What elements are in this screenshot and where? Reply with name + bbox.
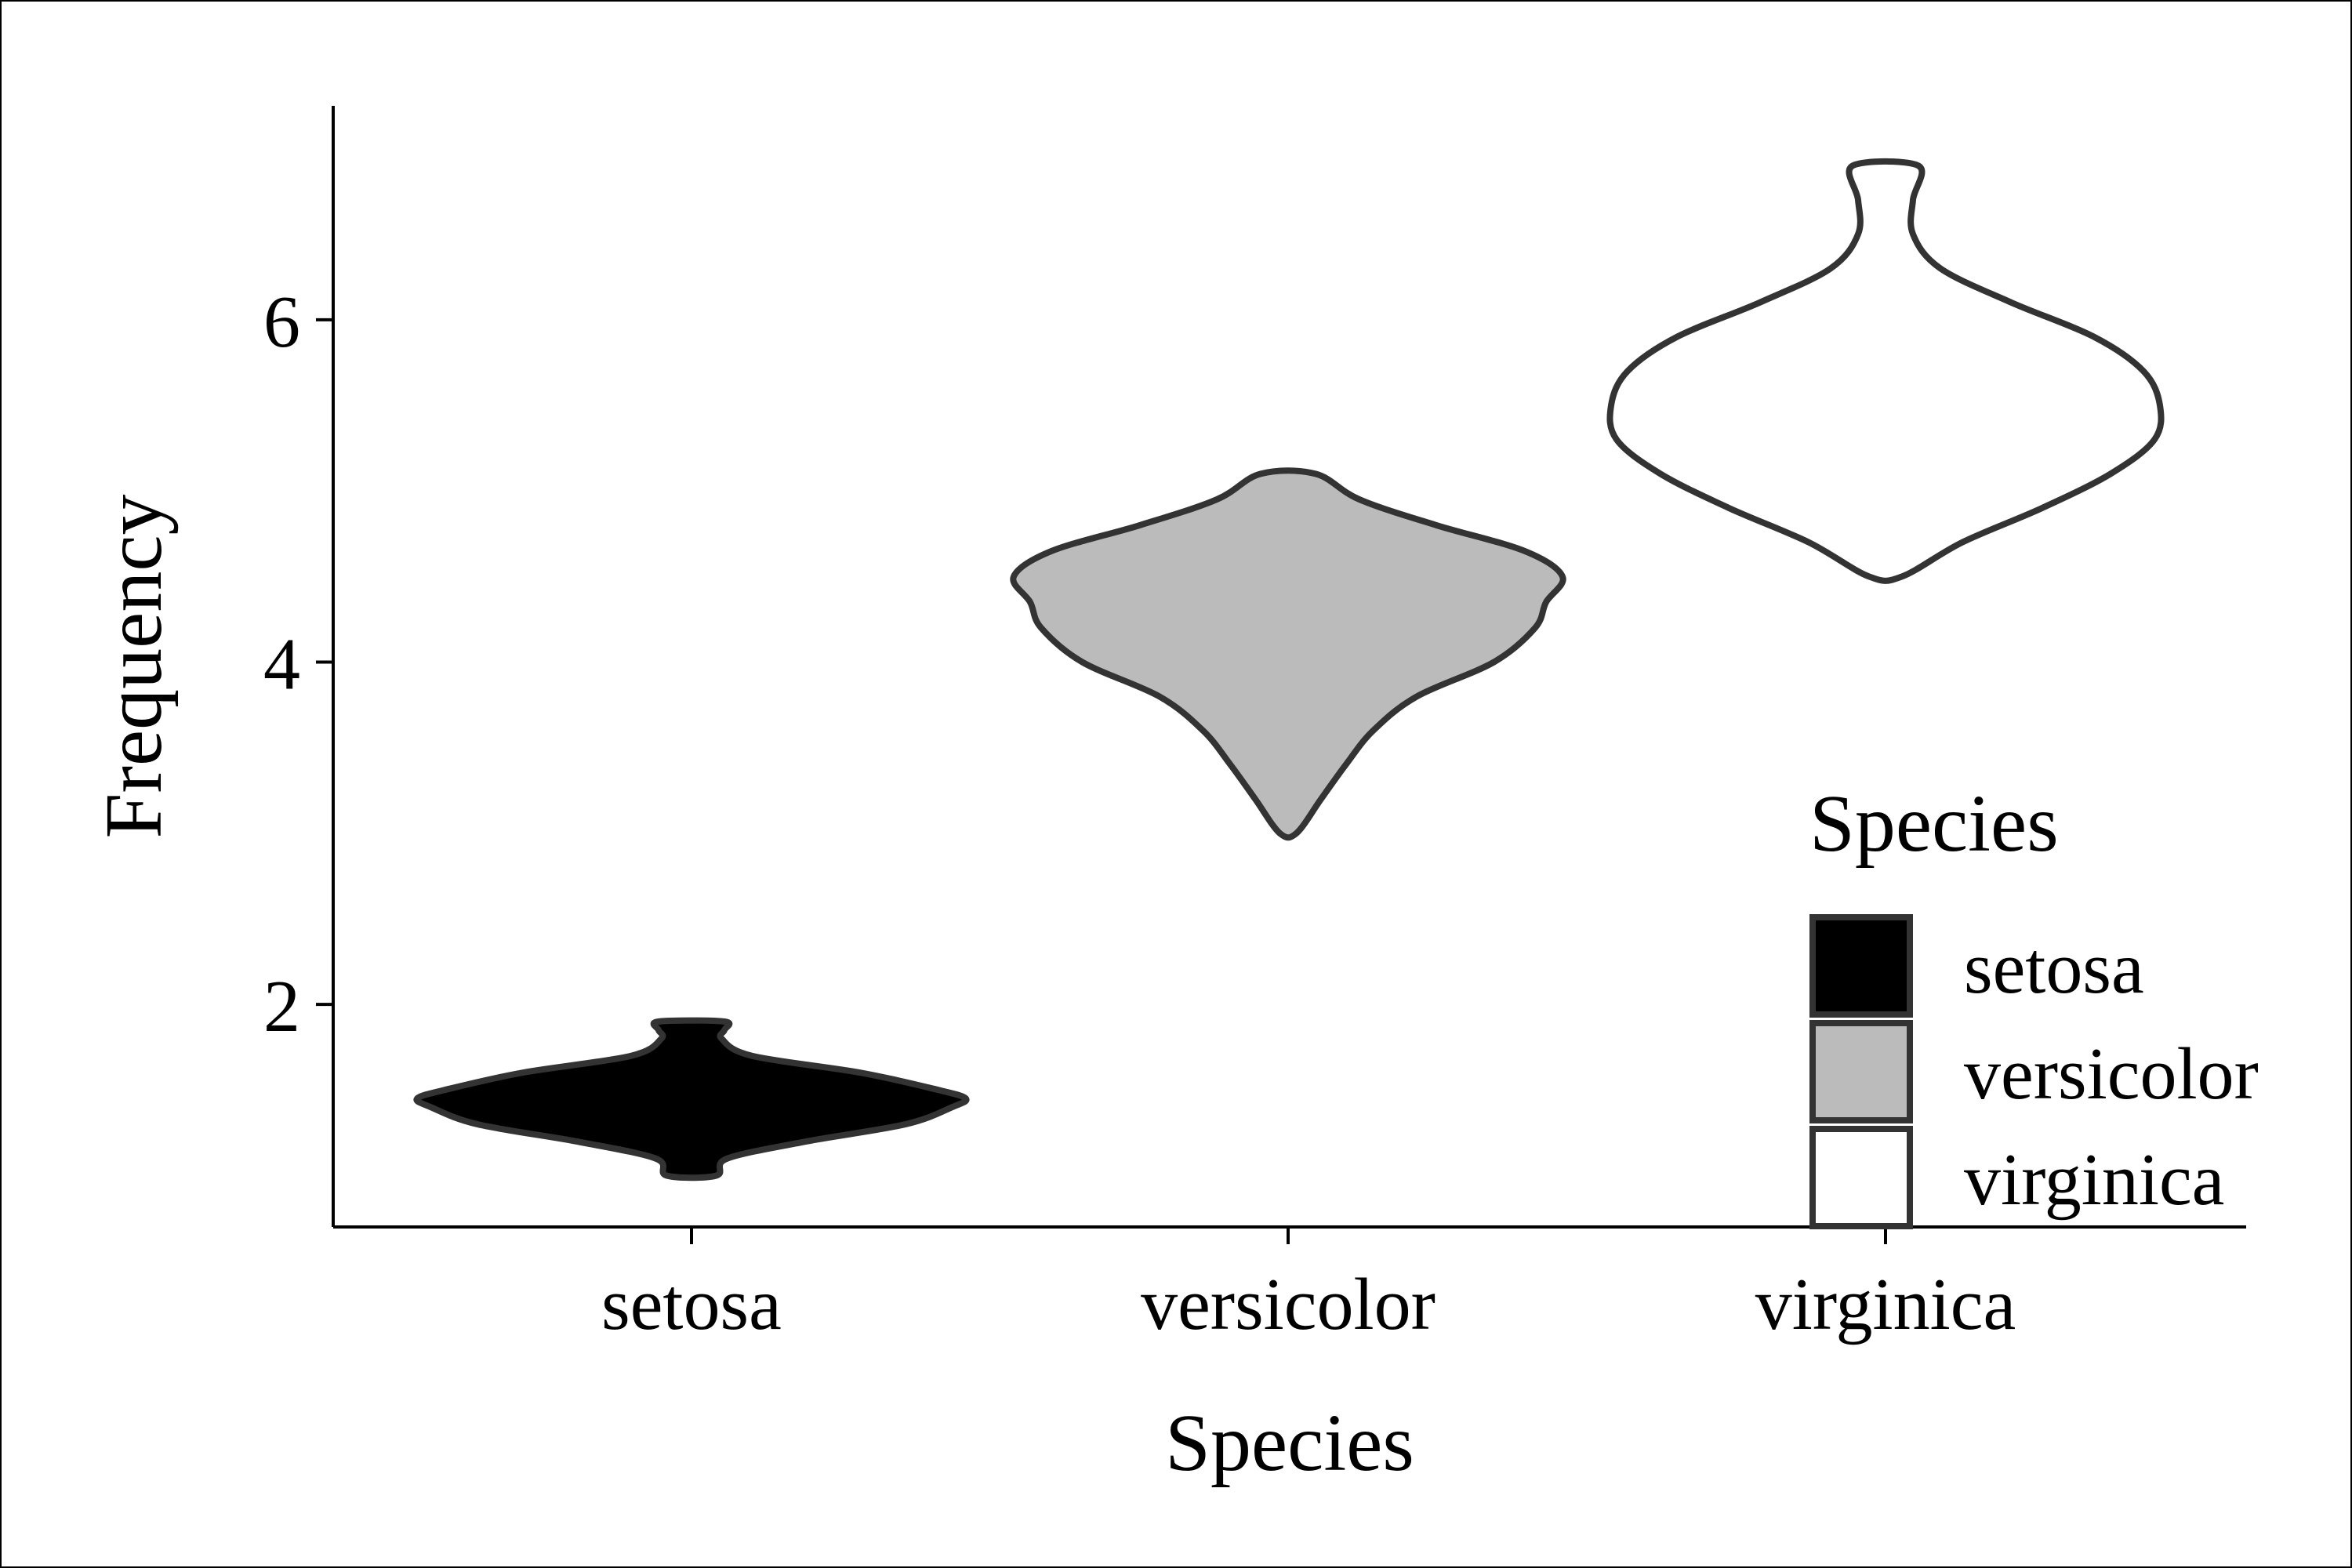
- y-ticks: 2 4 6: [263, 281, 333, 1047]
- x-tick-label: versicolor: [1141, 1264, 1436, 1345]
- legend: Species setosa versicolor virginica: [1809, 779, 2259, 1229]
- violin-versicolor: [1010, 467, 1566, 841]
- legend-entries: setosa versicolor virginica: [1809, 914, 2259, 1229]
- legend-key-versicolor: [1809, 1020, 1913, 1123]
- y-tick-label: 6: [263, 281, 300, 363]
- legend-label-setosa: setosa: [1964, 927, 2144, 1009]
- x-axis-title: Species: [1165, 1398, 1414, 1488]
- x-tick-label: setosa: [601, 1264, 782, 1345]
- y-tick-label: 4: [263, 624, 300, 706]
- x-ticks: setosa versicolor virginica: [601, 1227, 2016, 1345]
- legend-title: Species: [1809, 779, 2059, 869]
- legend-label-versicolor: versicolor: [1964, 1033, 2259, 1115]
- y-axis-title: Frequency: [89, 495, 179, 839]
- legend-label-virginica: virginica: [1964, 1139, 2224, 1221]
- violin-virginica: [1606, 158, 2165, 584]
- violin-layer: [413, 158, 2165, 1181]
- y-tick-label: 2: [263, 966, 300, 1047]
- violin-setosa: [413, 1017, 970, 1181]
- legend-key-setosa: [1809, 914, 1913, 1018]
- x-tick-label: virginica: [1755, 1264, 2016, 1345]
- legend-key-virginica: [1809, 1126, 1913, 1229]
